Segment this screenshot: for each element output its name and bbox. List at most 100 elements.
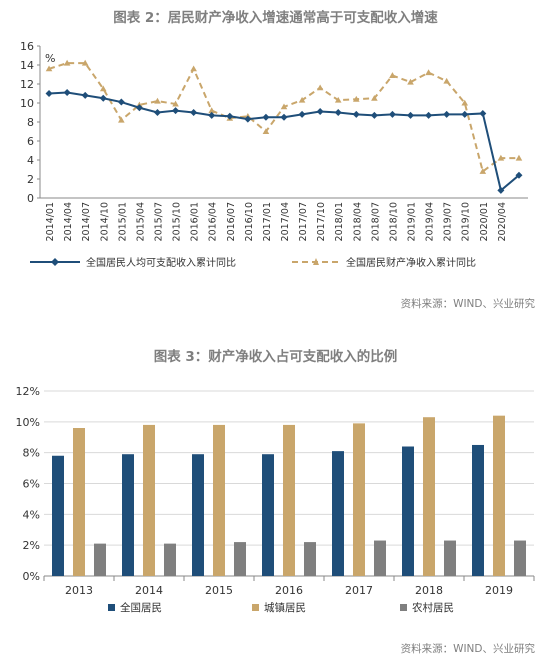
disposable-income-point — [135, 104, 143, 112]
disposable-income-point — [208, 111, 216, 119]
x-tick-label: 2019/07 — [443, 202, 454, 241]
disposable-income-point — [370, 111, 378, 119]
disposable-income-point — [81, 91, 89, 99]
disposable-income-point — [226, 112, 234, 120]
x-tick-label: 2015/10 — [172, 202, 183, 241]
bar-urban — [353, 423, 365, 576]
disposable-income-point — [117, 98, 125, 106]
legend-swatch — [252, 604, 259, 611]
x-tick-label: 2019/04 — [425, 202, 436, 241]
y-tick-label: 12 — [20, 78, 34, 91]
bar-national — [332, 451, 344, 576]
y-tick-label: 6 — [27, 135, 34, 148]
y-unit-label: % — [45, 52, 55, 65]
bar-rural — [444, 540, 456, 576]
property-income-point — [515, 154, 523, 161]
property-income-point — [154, 97, 161, 104]
y-tick-label: 10% — [16, 416, 40, 429]
disposable-income-point — [425, 111, 433, 119]
x-tick-label: 2020/01 — [479, 202, 490, 241]
x-tick-label: 2015/07 — [153, 202, 164, 241]
property-income-point — [63, 59, 71, 66]
disposable-income-point — [153, 109, 161, 116]
property-income-point — [352, 95, 360, 102]
property-income-point — [443, 77, 450, 84]
y-tick-label: 12% — [16, 385, 40, 398]
property-income-point — [334, 96, 342, 103]
x-tick-label: 2014/04 — [63, 202, 74, 241]
legend-label-property: 全国居民财产净收入累计同比 — [346, 256, 476, 269]
x-tick-label: 2015/04 — [135, 202, 146, 241]
x-tick-label: 2018 — [415, 584, 443, 597]
property-income-point — [118, 116, 125, 123]
property-income-point — [190, 65, 197, 72]
bar-rural — [374, 540, 386, 576]
bar-rural — [304, 542, 316, 576]
legend-label: 农村居民 — [412, 601, 454, 614]
y-tick-label: 0% — [23, 570, 40, 583]
x-tick-label: 2019/01 — [407, 202, 418, 241]
bar-national — [52, 455, 64, 576]
property-income-point — [497, 154, 505, 161]
disposable-income-point — [352, 110, 360, 118]
disposable-income-point — [316, 108, 324, 116]
y-tick-label: 10 — [20, 97, 34, 110]
y-tick-label: 4% — [23, 508, 40, 521]
legend-marker-property — [313, 258, 319, 265]
property-income-point — [407, 78, 414, 85]
bar-rural — [94, 543, 106, 576]
disposable-income-point — [172, 107, 180, 115]
disposable-income-point — [244, 115, 252, 123]
property-income-point — [262, 128, 270, 134]
property-income-point — [208, 107, 216, 114]
x-tick-label: 2019/10 — [461, 202, 472, 241]
x-tick-label: 2020/04 — [497, 202, 508, 241]
x-tick-label: 2014 — [135, 584, 163, 597]
y-tick-label: 8% — [23, 447, 40, 460]
property-income-point — [425, 69, 432, 76]
disposable-income-point — [497, 186, 505, 194]
disposable-income-point — [99, 94, 107, 102]
bar-national — [192, 454, 204, 576]
x-tick-label: 2013 — [65, 584, 93, 597]
property-income-point — [280, 103, 288, 110]
disposable-income-point — [479, 109, 487, 117]
chart1-source: 资料来源：WIND、兴业研究 — [400, 298, 535, 310]
legend-swatch — [400, 604, 407, 611]
y-tick-label: 16 — [20, 40, 34, 53]
chart2-title: 图表 3：财产净收入占可支配收入的比例 — [153, 349, 398, 365]
disposable-income-point — [298, 110, 306, 118]
y-tick-label: 2% — [23, 539, 40, 552]
y-tick-label: 2 — [27, 173, 34, 186]
x-tick-label: 2018/07 — [370, 202, 381, 241]
disposable-income-point — [388, 110, 396, 118]
x-tick-label: 2019 — [485, 584, 513, 597]
bar-rural — [234, 542, 246, 576]
legend-marker-disposable — [51, 258, 59, 266]
bar-urban — [423, 417, 435, 576]
y-tick-label: 4 — [27, 154, 34, 167]
x-tick-label: 2017/01 — [262, 202, 273, 241]
x-tick-label: 2017/04 — [280, 202, 291, 241]
bar-urban — [493, 415, 505, 576]
x-tick-label: 2016/01 — [190, 202, 201, 241]
property-income-point — [172, 100, 179, 107]
bar-urban — [213, 424, 225, 576]
disposable-income-point — [190, 109, 198, 116]
bar-national — [402, 446, 414, 576]
bar-rural — [514, 540, 526, 576]
bar-chart: 0% 2% 4% 6% 8% 10% 12% 2013 2014 2015 2016 2017 2018… — [16, 385, 535, 614]
x-tick-label: 2017 — [345, 584, 373, 597]
y-tick-label: 14 — [20, 59, 34, 72]
property-income-point — [479, 168, 487, 174]
legend-label: 城镇居民 — [264, 601, 306, 614]
x-tick-label: 2017/10 — [316, 202, 327, 241]
legend-label: 全国居民 — [120, 601, 162, 614]
property-income-point — [99, 85, 107, 92]
x-tick-label: 2015 — [205, 584, 233, 597]
x-tick-label: 2016/07 — [226, 202, 237, 241]
x-tick-label: 2016/04 — [208, 202, 219, 241]
y-tick-label: 0 — [27, 192, 34, 205]
disposable-income-point — [262, 113, 270, 121]
bar-national — [262, 454, 274, 576]
